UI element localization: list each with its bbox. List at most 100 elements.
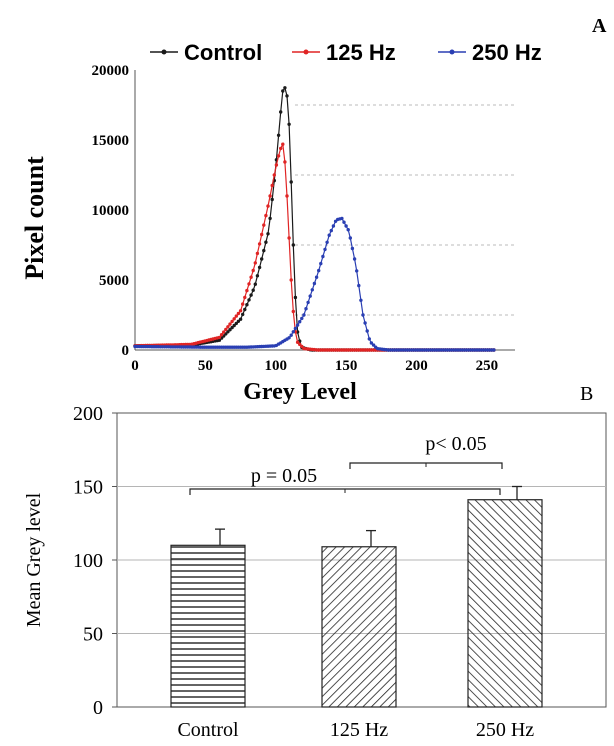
chart-a-point xyxy=(236,319,241,323)
chart-a-point xyxy=(243,295,247,300)
chart-a-point xyxy=(285,194,289,198)
chart-a-point xyxy=(266,204,270,208)
chart-a-point xyxy=(251,288,255,292)
chart-a-point xyxy=(255,274,260,278)
chart-a-point xyxy=(302,313,306,317)
chart-a-point xyxy=(300,316,304,321)
chart-a-point xyxy=(274,163,279,167)
chart-a-point xyxy=(268,194,272,198)
chart-a-point xyxy=(293,326,298,331)
chart-a-series-2 xyxy=(133,142,496,352)
chart-a-point xyxy=(232,323,236,328)
chart-a-point xyxy=(281,89,285,93)
chart-b-bar-group xyxy=(467,485,543,708)
chart-a-legend-item: 125 Hz xyxy=(292,40,396,65)
chart-a-point xyxy=(361,313,365,317)
chart-a-point xyxy=(289,278,293,282)
chart-a-point xyxy=(283,86,287,90)
panel-label-b: B xyxy=(580,383,593,405)
chart-a-point xyxy=(312,281,317,286)
chart-a-series xyxy=(133,86,496,352)
chart-a-point xyxy=(344,224,348,228)
chart-a-point xyxy=(219,333,224,337)
chart-a-point xyxy=(367,337,371,341)
chart-b-y-tick-label: 0 xyxy=(93,697,103,719)
chart-a-point xyxy=(257,242,262,246)
chart-a-x-tick-label: 0 xyxy=(131,358,139,374)
chart-a-x-label: Grey Level xyxy=(243,379,357,405)
chart-b-y-ticks: 0 50 100 150 200 xyxy=(73,403,117,719)
chart-a-point xyxy=(222,330,226,334)
chart-a-point xyxy=(276,154,281,158)
chart-a-point xyxy=(323,247,327,252)
chart-a-y-tick-label: 10000 xyxy=(92,203,130,219)
chart-b-y-label: Mean Grey level xyxy=(23,492,45,627)
chart-a-point xyxy=(359,298,363,302)
chart-a-point xyxy=(272,173,276,177)
chart-a-point xyxy=(346,228,350,232)
chart-a-point xyxy=(226,330,230,334)
chart-a-point xyxy=(230,319,234,324)
chart-a-point xyxy=(287,236,291,240)
chart-a-legend-label: Control xyxy=(184,40,262,65)
chart-a-point xyxy=(217,338,222,342)
chart-a-point xyxy=(289,180,293,184)
chart-a-point xyxy=(255,251,260,256)
chart-a-point xyxy=(310,288,314,292)
legend-swatch-marker xyxy=(449,49,455,55)
chart-a-point xyxy=(371,343,376,347)
chart-a-point xyxy=(224,327,228,332)
chart-a-series-1 xyxy=(133,86,496,352)
chart-a-point xyxy=(291,243,295,247)
chart-a-point xyxy=(355,269,359,273)
chart-a-point xyxy=(289,333,293,337)
chart-a-point xyxy=(234,321,238,326)
chart-a-point xyxy=(279,110,283,114)
chart-a-point xyxy=(298,342,302,347)
chart-a-point xyxy=(217,335,222,340)
chart-a-legend-label: 125 Hz xyxy=(326,40,396,65)
annotation-p-equal: p = 0.05 xyxy=(251,465,317,487)
chart-a-point xyxy=(241,312,245,317)
chart-a-x-tick-label: 150 xyxy=(335,358,358,374)
chart-a-point xyxy=(287,122,291,127)
chart-a-point xyxy=(492,348,496,352)
chart-a-legend-item: Control xyxy=(150,40,262,65)
chart-a-point xyxy=(369,341,374,345)
chart-a-point xyxy=(325,240,329,244)
chart-a-point xyxy=(342,220,346,224)
chart-a-point xyxy=(300,344,304,349)
chart-b-x-tick-label: 250 Hz xyxy=(476,719,534,741)
chart-a-x-ticks: 0 50 100 150 200 250 xyxy=(131,358,498,374)
chart-a-point xyxy=(262,223,266,227)
chart-a-y-tick-label: 0 xyxy=(122,343,130,359)
chart-a-point xyxy=(238,309,243,313)
chart-a-point xyxy=(365,329,369,333)
chart-a-y-tick-label: 5000 xyxy=(99,273,129,289)
chart-a-point xyxy=(291,330,295,334)
chart-a-point xyxy=(306,300,310,305)
chart-a-point xyxy=(281,142,285,146)
chart-b-y-tick-label: 50 xyxy=(83,624,103,646)
chart-a-point xyxy=(268,216,272,221)
chart-a-point xyxy=(226,325,230,329)
chart-a: 0 5000 10000 15000 20000 0 50 100 150 200 250 Con… xyxy=(20,40,542,405)
chart-a-point xyxy=(236,311,241,316)
chart-a-point xyxy=(293,295,298,300)
chart-a-point xyxy=(291,309,295,314)
panel-label-a: A xyxy=(592,15,607,37)
legend-swatch-marker xyxy=(303,49,309,55)
chart-a-point xyxy=(264,240,268,244)
chart-a-point xyxy=(228,322,232,326)
chart-a-grid xyxy=(295,104,515,316)
chart-a-point xyxy=(238,317,243,321)
chart-a-point xyxy=(245,303,249,307)
chart-a-x-tick-label: 50 xyxy=(198,358,213,374)
chart-a-series-3 xyxy=(133,216,496,352)
chart-b-x-tick-label: 125 Hz xyxy=(330,719,388,741)
chart-b-x-ticks: Control 125 Hz 250 Hz xyxy=(177,719,534,741)
chart-a-x-tick-label: 250 xyxy=(476,358,499,374)
chart-a-point xyxy=(285,94,289,98)
chart-a-y-tick-label: 15000 xyxy=(92,133,130,149)
chart-a-x-tick-label: 100 xyxy=(264,358,287,374)
